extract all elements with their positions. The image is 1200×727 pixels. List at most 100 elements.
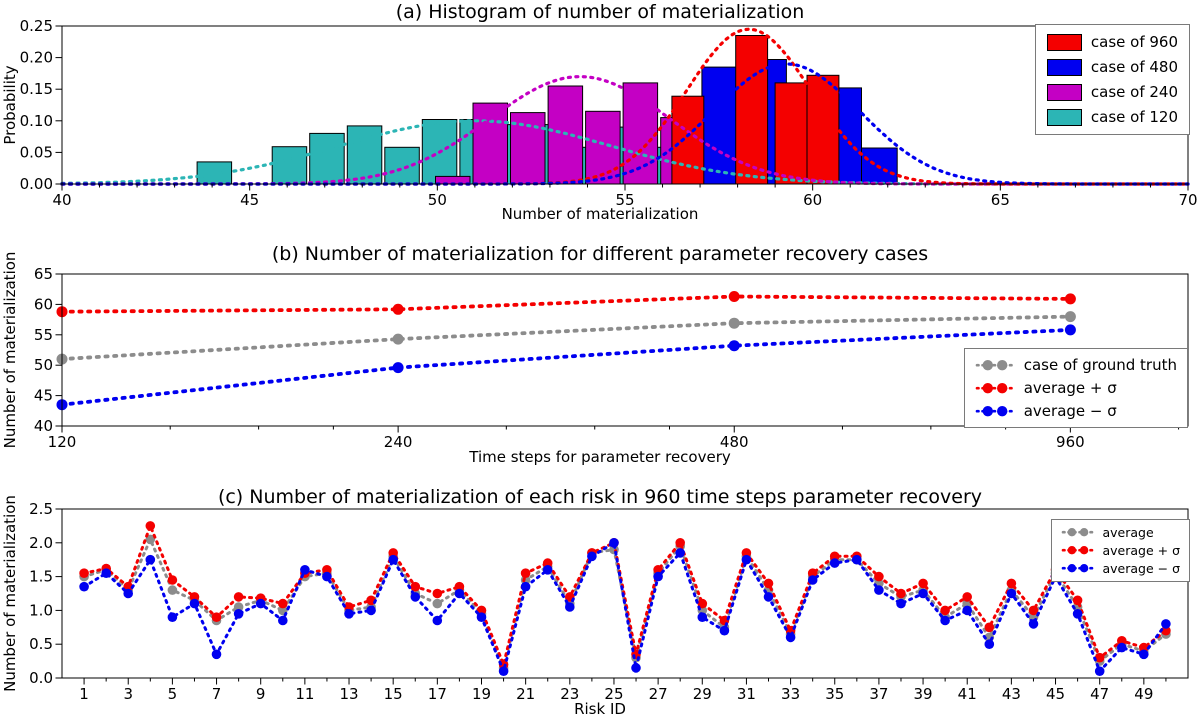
y-tick-label: 0.00: [20, 175, 53, 193]
y-axis-label: Probability: [1, 65, 19, 144]
data-point: [675, 538, 685, 548]
y-tick-label: 2.5: [29, 500, 53, 518]
data-point: [432, 598, 443, 609]
data-point: [1072, 595, 1083, 606]
chart-a-title: (a) Histogram of number of materializati…: [395, 1, 805, 23]
data-point: [918, 588, 928, 599]
hist-bar-red: [735, 35, 769, 185]
data-point: [1117, 642, 1127, 653]
legend-marker-blue: [1062, 564, 1095, 573]
series-line-gray: [60, 314, 1073, 362]
data-point: [79, 581, 89, 592]
chart-b-legend: case of ground truth average + σ average −…: [963, 348, 1188, 428]
data-point: [874, 571, 884, 582]
legend-label: average + σ: [1102, 543, 1180, 558]
legend-label: case of 120: [1090, 108, 1178, 126]
axes-frame: [61, 273, 1189, 427]
data-point: [278, 598, 288, 609]
data-point: [984, 639, 995, 649]
chart-b-title: (b) Number of materialization for differ…: [271, 243, 929, 265]
chart-a-legend: case of 960 case of 480 case of 240 case of…: [1034, 24, 1190, 135]
legend-dot: [1068, 564, 1077, 573]
legend-label: case of ground truth: [1023, 356, 1177, 374]
x-tick-label: 7: [212, 685, 222, 703]
data-point: [1006, 578, 1017, 589]
data-point: [719, 625, 730, 636]
data-point: [1117, 636, 1127, 646]
data-point: [697, 612, 708, 622]
data-point: [1094, 652, 1105, 663]
y-tick-label: 60: [34, 295, 53, 313]
chart-c-xlabel: Risk ID: [574, 700, 626, 718]
data-point: [728, 340, 740, 352]
legend-swatch-red: [1046, 33, 1082, 51]
chart-c-plot: 1 3 5 7 9 11 13 15 17 19 21 23 25 27 29 31 33 35 37 39 41 43 4…: [1, 495, 1189, 703]
data-point: [189, 598, 200, 609]
x-tick-label: 39: [914, 685, 933, 703]
hist-bar-cyan: [271, 146, 308, 185]
data-point: [1028, 619, 1039, 629]
x-tick-label: 19: [472, 685, 491, 703]
legend-item: average + σ: [1061, 543, 1180, 558]
legend-label: case of 480: [1090, 58, 1178, 76]
hist-bar-red: [806, 74, 840, 185]
data-point: [167, 575, 178, 585]
data-point: [763, 578, 774, 589]
chart-b-xlabel: Time steps for parameter recovery: [469, 448, 731, 466]
data-point: [587, 551, 597, 562]
legend-marker-red: [975, 382, 1015, 394]
data-point: [1094, 666, 1105, 676]
legend-dot: [1080, 564, 1089, 573]
legend-dot: [982, 382, 993, 394]
x-tick-label: 50: [428, 191, 447, 209]
x-tick-label: 21: [516, 685, 535, 703]
hist-bar-blue: [701, 66, 739, 185]
legend-dot: [982, 359, 993, 371]
x-tick-label: 45: [240, 191, 259, 209]
data-point: [101, 568, 111, 578]
data-point: [388, 554, 399, 565]
data-point: [410, 592, 421, 602]
y-tick-label: 65: [34, 265, 53, 283]
data-point: [322, 571, 332, 582]
legend-item: case of ground truth: [975, 356, 1177, 374]
data-point: [940, 605, 950, 616]
x-tick-label: 480: [720, 433, 749, 451]
x-tick-label: 35: [825, 685, 844, 703]
y-tick-label: 0.20: [20, 49, 53, 67]
legend-item: average − σ: [975, 402, 1177, 420]
data-point: [1072, 609, 1083, 619]
data-point: [984, 622, 995, 633]
data-point: [388, 548, 399, 558]
data-point: [829, 558, 840, 568]
data-point: [728, 291, 740, 302]
legend-label: average − σ: [1023, 402, 1117, 420]
data-point: [145, 554, 156, 565]
x-tick-label: 3: [123, 685, 133, 703]
data-point: [1161, 625, 1171, 636]
data-point: [675, 548, 685, 558]
series-line-blue: [60, 328, 1073, 407]
data-point: [763, 592, 774, 602]
y-tick-label: 0.15: [20, 80, 53, 98]
legend-label: case of 240: [1090, 83, 1178, 101]
data-point: [874, 585, 884, 595]
series-line-red: [60, 294, 1073, 314]
data-point: [1064, 293, 1076, 305]
x-tick-label: 25: [604, 685, 623, 703]
data-point: [1064, 324, 1076, 336]
data-point: [962, 605, 972, 616]
legend-item: average − σ: [1061, 561, 1180, 576]
series-line-red: [82, 521, 1168, 670]
data-point: [697, 598, 708, 609]
data-point: [785, 632, 796, 643]
data-point: [807, 575, 818, 585]
y-tick-label: 40: [34, 417, 53, 435]
data-point: [392, 303, 404, 315]
y-tick-label: 55: [34, 326, 53, 344]
x-tick-label: 960: [1056, 433, 1085, 451]
data-point: [741, 548, 752, 558]
y-tick-label: 0.5: [29, 635, 53, 653]
data-point: [392, 333, 404, 345]
data-point: [498, 666, 509, 676]
